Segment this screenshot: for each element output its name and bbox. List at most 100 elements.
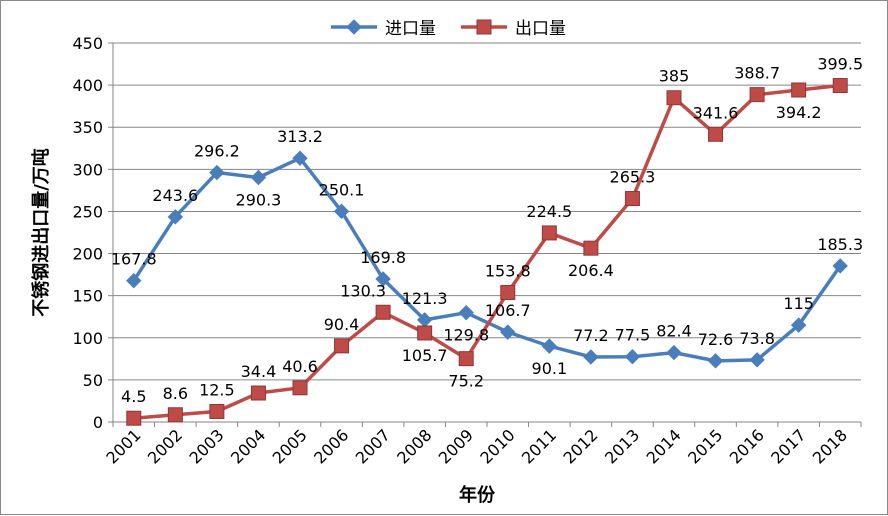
y-tick-label: 50 <box>83 371 103 390</box>
data-label: 224.5 <box>526 202 572 221</box>
data-point <box>707 353 724 369</box>
x-tick-label: 2011 <box>518 425 560 467</box>
data-label: 385 <box>659 67 690 86</box>
x-tick-label: 2018 <box>809 425 851 467</box>
data-label: 250.1 <box>319 180 365 199</box>
x-tick-label: 2015 <box>684 425 726 467</box>
y-tick-label: 200 <box>72 245 103 264</box>
data-label: 388.7 <box>734 64 780 83</box>
legend-marker-square-icon <box>476 19 492 35</box>
data-point <box>666 90 682 106</box>
y-tick-label: 0 <box>93 413 103 432</box>
data-point <box>749 352 765 368</box>
data-point <box>250 169 267 186</box>
data-point <box>791 82 807 98</box>
data-label: 73.8 <box>739 329 775 348</box>
y-tick-label: 400 <box>72 76 103 95</box>
data-point <box>832 78 848 94</box>
data-point <box>334 338 350 354</box>
y-tick-label: 250 <box>72 202 103 221</box>
data-label: 77.5 <box>615 326 651 345</box>
data-point <box>749 87 765 103</box>
data-label: 115 <box>783 294 814 313</box>
y-axis-title: 不锈钢进出口量/万吨 <box>30 148 52 317</box>
data-label: 265.3 <box>610 168 656 187</box>
legend-label: 出口量 <box>515 19 566 39</box>
x-tick-label: 2013 <box>601 425 643 467</box>
data-label: 290.3 <box>236 191 282 210</box>
data-label: 106.7 <box>485 301 531 320</box>
data-point <box>708 126 724 142</box>
x-tick-label: 2007 <box>352 425 394 467</box>
x-tick-label: 2004 <box>227 425 269 467</box>
data-label: 243.6 <box>152 186 198 205</box>
data-label: 341.6 <box>693 103 739 122</box>
data-label: 121.3 <box>402 289 448 308</box>
data-label: 90.4 <box>324 315 360 334</box>
data-point <box>375 304 391 320</box>
x-tick-label: 2012 <box>559 425 601 467</box>
x-tick-label: 2001 <box>102 425 144 467</box>
legend-marker-diamond-icon <box>346 19 362 35</box>
y-tick-label: 100 <box>72 329 103 348</box>
data-point <box>500 284 516 300</box>
data-point <box>167 209 184 225</box>
x-tick-label: 2017 <box>767 425 809 467</box>
data-label: 77.2 <box>573 326 609 345</box>
data-point <box>541 338 558 354</box>
data-point <box>500 324 516 340</box>
data-label: 12.5 <box>199 380 235 399</box>
data-label: 167.8 <box>111 250 157 269</box>
data-point <box>832 258 848 274</box>
x-tick-label: 2009 <box>435 425 477 467</box>
data-label: 105.7 <box>402 346 448 365</box>
data-point <box>790 317 807 333</box>
data-label: 4.5 <box>121 387 146 406</box>
data-point <box>209 403 225 419</box>
data-label: 82.4 <box>656 322 692 341</box>
x-tick-label: 2014 <box>643 425 685 467</box>
data-point <box>583 240 599 256</box>
x-tick-label: 2006 <box>310 425 352 467</box>
data-point <box>417 325 433 341</box>
data-label: 296.2 <box>194 142 240 161</box>
y-tick-label: 150 <box>72 287 103 306</box>
x-tick-label: 2010 <box>476 425 518 467</box>
data-label: 90.1 <box>532 359 568 378</box>
data-point <box>458 351 474 367</box>
x-tick-label: 2016 <box>726 425 768 467</box>
data-label: 75.2 <box>448 372 484 391</box>
data-label: 40.6 <box>282 357 318 376</box>
data-label: 399.5 <box>817 55 863 74</box>
data-label: 34.4 <box>241 362 277 381</box>
data-label: 130.3 <box>340 281 386 300</box>
data-point <box>292 150 308 166</box>
data-point <box>375 271 391 287</box>
data-point <box>541 225 557 241</box>
data-point <box>333 203 350 220</box>
data-label: 8.6 <box>163 384 188 403</box>
legend-label: 进口量 <box>385 19 436 39</box>
data-point <box>250 385 266 401</box>
data-point <box>624 191 640 207</box>
data-point <box>624 349 641 365</box>
x-axis-title: 年份 <box>459 484 496 506</box>
x-tick-label: 2005 <box>269 425 311 467</box>
y-tick-label: 300 <box>72 160 103 179</box>
data-label: 72.6 <box>698 330 734 349</box>
data-label: 313.2 <box>277 127 323 146</box>
y-tick-label: 450 <box>72 34 103 53</box>
data-point <box>292 380 308 396</box>
data-point <box>167 407 183 423</box>
data-point <box>458 304 474 321</box>
data-point <box>126 410 142 426</box>
x-tick-label: 2008 <box>393 425 435 467</box>
data-label: 129.8 <box>443 326 489 345</box>
data-label: 169.8 <box>360 248 406 267</box>
x-tick-label: 2003 <box>185 425 227 467</box>
data-label: 206.4 <box>568 261 614 280</box>
data-label: 153.8 <box>485 261 531 280</box>
data-label: 394.2 <box>776 103 822 122</box>
